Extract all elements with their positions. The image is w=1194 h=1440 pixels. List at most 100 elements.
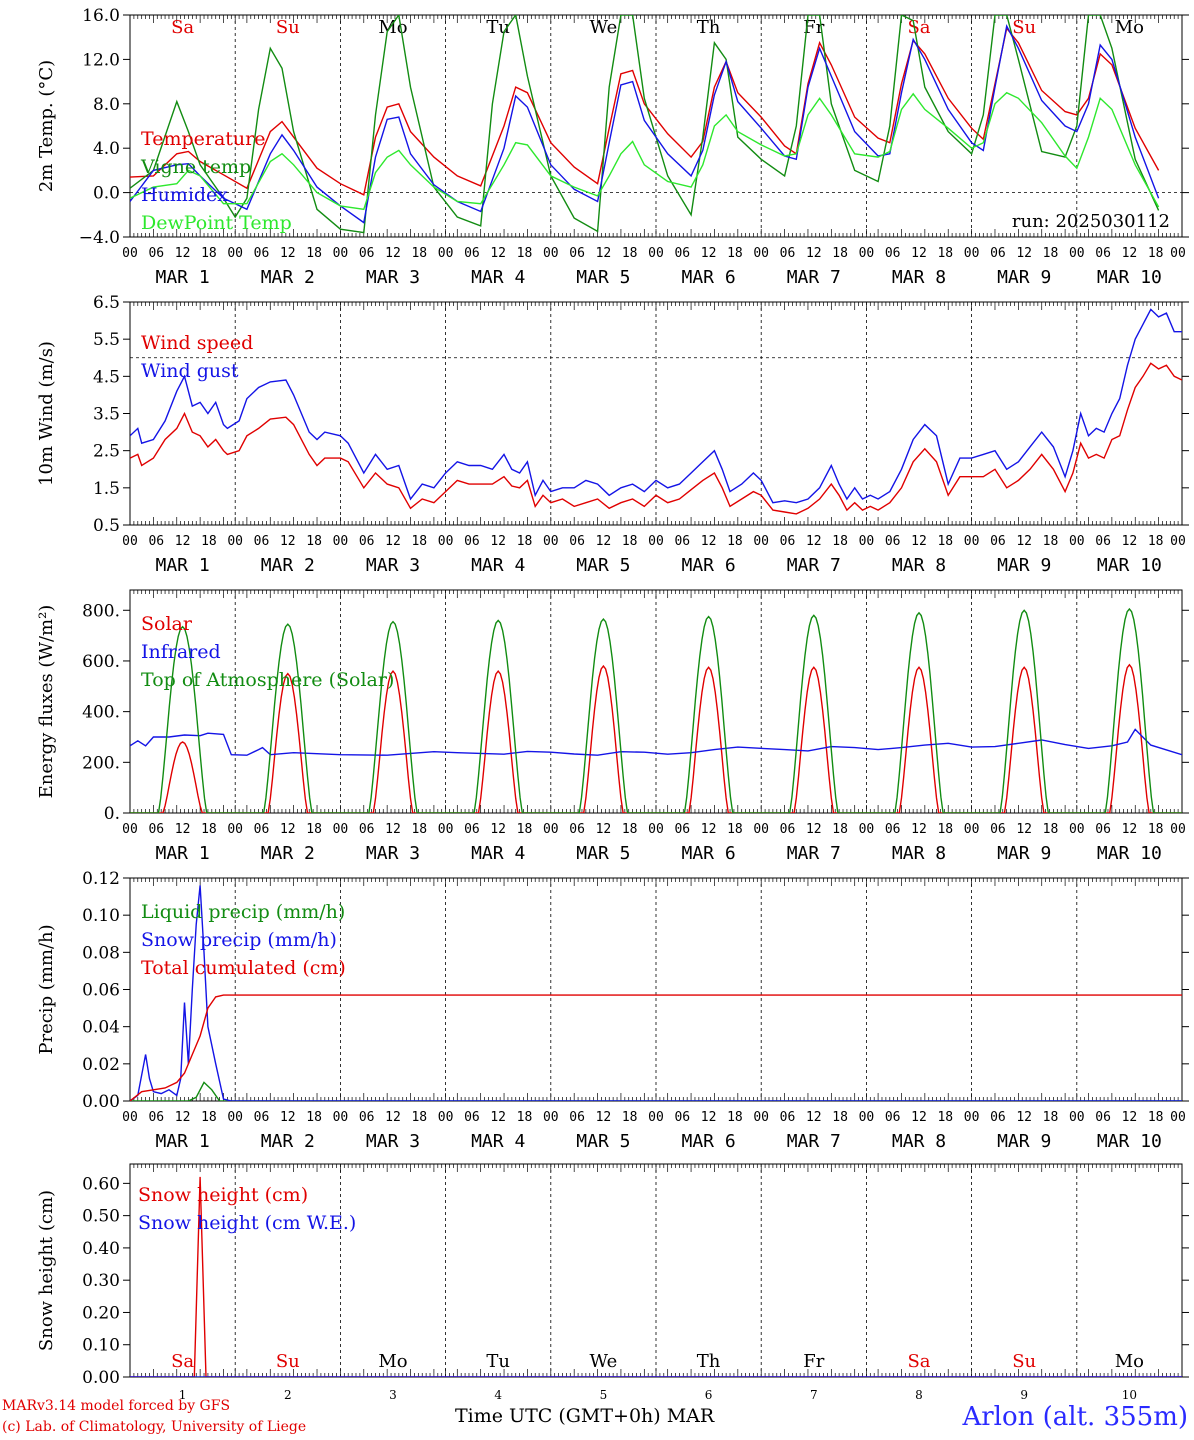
temp-hour-label: 18 — [727, 246, 743, 261]
wind-date-label: MAR 4 — [471, 555, 525, 576]
energy-hour-label: 06 — [569, 822, 585, 837]
energy-hour-label: 12 — [1016, 822, 1032, 837]
snow-weekday-label: Th — [697, 1351, 721, 1372]
wind-hour-label: 00 — [438, 534, 454, 549]
wind-hour-label: 12 — [1122, 534, 1138, 549]
temp-hour-label: 06 — [990, 246, 1006, 261]
energy-hour-label: 12 — [1122, 822, 1138, 837]
temp-hour-label: 18 — [201, 246, 217, 261]
temp-hour-label: 00 — [122, 246, 138, 261]
precip-hour-label: 00 — [543, 1110, 559, 1125]
snow-weekday-label: Su — [276, 1351, 300, 1372]
energy-date-label: MAR 8 — [892, 843, 946, 864]
wind-hour-label: 00 — [543, 534, 559, 549]
energy-hour-label: 00 — [333, 822, 349, 837]
temp-hour-label: 18 — [832, 246, 848, 261]
wind-hour-label: 12 — [806, 534, 822, 549]
temp-hour-label: 12 — [1016, 246, 1032, 261]
model-credit: MARv3.14 model forced by GFS — [2, 1398, 231, 1414]
temp-hour-label: 06 — [674, 246, 690, 261]
precip-date-label: MAR 5 — [576, 1131, 630, 1152]
temp-hour-label: 12 — [385, 246, 401, 261]
temp-date-label: MAR 10 — [1097, 267, 1162, 288]
temp-hour-label: 06 — [1095, 246, 1111, 261]
wind-hour-label: 00 — [227, 534, 243, 549]
snow-ytick-label: 0.50 — [82, 1207, 120, 1227]
temp-hour-label: 00 — [1069, 246, 1085, 261]
temp-legend-entry: DewPoint Temp — [141, 212, 292, 234]
precip-hour-label: 00 — [1069, 1110, 1085, 1125]
energy-ytick-label: 800. — [82, 601, 120, 621]
snow-weekday-label: We — [590, 1351, 618, 1372]
energy-panel: 0. 200. 400. 600. 800. Energy fluxes (W/m²) 00… — [36, 589, 1189, 864]
precip-hour-label: 18 — [411, 1110, 427, 1125]
temp-hour-label: 18 — [622, 246, 638, 261]
temp-weekday-label: Su — [276, 17, 300, 38]
energy-series-group — [130, 607, 1182, 813]
precip-date-label: MAR 1 — [156, 1131, 210, 1152]
energy-series-infrared — [130, 728, 1182, 756]
snow-panel: 0.00 0.10 0.20 0.30 0.40 0.50 0.60 Snow height … — [36, 1163, 1189, 1402]
temp-hour-label: 18 — [1043, 246, 1059, 261]
precip-date-label: MAR 2 — [261, 1131, 315, 1152]
wind-hour-label: 06 — [254, 534, 270, 549]
precip-series-snow-precip-mm-h — [130, 885, 1182, 1101]
wind-series-wind-speed — [130, 362, 1182, 515]
energy-hour-label: 18 — [306, 822, 322, 837]
snow-legend-entry: Snow height (cm) — [138, 1184, 308, 1206]
temp-date-label: MAR 5 — [576, 267, 630, 288]
temp-series-group — [130, 15, 1160, 234]
temp-series-temperature — [130, 26, 1160, 196]
temp-hour-label: 00 — [753, 246, 769, 261]
energy-hour-label: 06 — [674, 822, 690, 837]
temp-hour-label: 00 — [1170, 246, 1186, 261]
energy-hour-label: 00 — [1170, 822, 1186, 837]
lab-credit: (c) Lab. of Climatology, University of L… — [2, 1419, 307, 1435]
wind-date-label: MAR 8 — [892, 555, 946, 576]
energy-hour-label: 06 — [464, 822, 480, 837]
precip-hour-label: 12 — [911, 1110, 927, 1125]
wind-hour-label: 18 — [727, 534, 743, 549]
station-label: Arlon (alt. 355m) — [962, 1402, 1188, 1432]
energy-hour-label: 00 — [859, 822, 875, 837]
temp-weekday-label: Mo — [378, 17, 407, 38]
energy-date-label: MAR 3 — [366, 843, 420, 864]
temp-hour-label: 12 — [490, 246, 506, 261]
precip-hour-label: 06 — [569, 1110, 585, 1125]
temp-hour-label: 18 — [517, 246, 533, 261]
energy-hour-label: 00 — [648, 822, 664, 837]
energy-ytick-label: 400. — [82, 703, 120, 723]
wind-hour-label: 00 — [1170, 534, 1186, 549]
energy-date-label: MAR 2 — [261, 843, 315, 864]
wind-ytick-label: 5.5 — [93, 330, 120, 350]
energy-hour-label: 06 — [1095, 822, 1111, 837]
precip-date-label: MAR 9 — [997, 1131, 1051, 1152]
precip-hour-label: 00 — [859, 1110, 875, 1125]
precip-hour-label: 00 — [438, 1110, 454, 1125]
temp-ytick-label: 8.0 — [93, 95, 120, 115]
wind-date-label: MAR 2 — [261, 555, 315, 576]
wind-hour-label: 06 — [885, 534, 901, 549]
energy-hour-label: 12 — [175, 822, 191, 837]
snow-weekday-label: Su — [1012, 1351, 1036, 1372]
wind-hour-label: 18 — [937, 534, 953, 549]
temp-hour-label: 12 — [1122, 246, 1138, 261]
wind-series-group — [130, 308, 1182, 515]
energy-hour-label: 06 — [780, 822, 796, 837]
wind-hour-label: 12 — [911, 534, 927, 549]
wind-hour-label: 00 — [1069, 534, 1085, 549]
wind-hour-label: 12 — [385, 534, 401, 549]
temp-series-vigne-temp — [130, 15, 1160, 234]
precip-date-label: MAR 6 — [682, 1131, 736, 1152]
wind-ylabel: 10m Wind (m/s) — [36, 341, 57, 486]
precip-hour-label: 06 — [254, 1110, 270, 1125]
precip-series-liquid-precip-mm-h — [130, 1081, 1182, 1101]
energy-hour-label: 00 — [227, 822, 243, 837]
precip-hour-label: 12 — [175, 1110, 191, 1125]
temp-ytick-label: 16.0 — [82, 6, 120, 26]
precip-hour-label: 06 — [148, 1110, 164, 1125]
energy-hour-label: 00 — [1069, 822, 1085, 837]
energy-hour-label: 12 — [806, 822, 822, 837]
wind-hour-label: 18 — [517, 534, 533, 549]
precip-ytick-label: 0.00 — [82, 1092, 120, 1112]
